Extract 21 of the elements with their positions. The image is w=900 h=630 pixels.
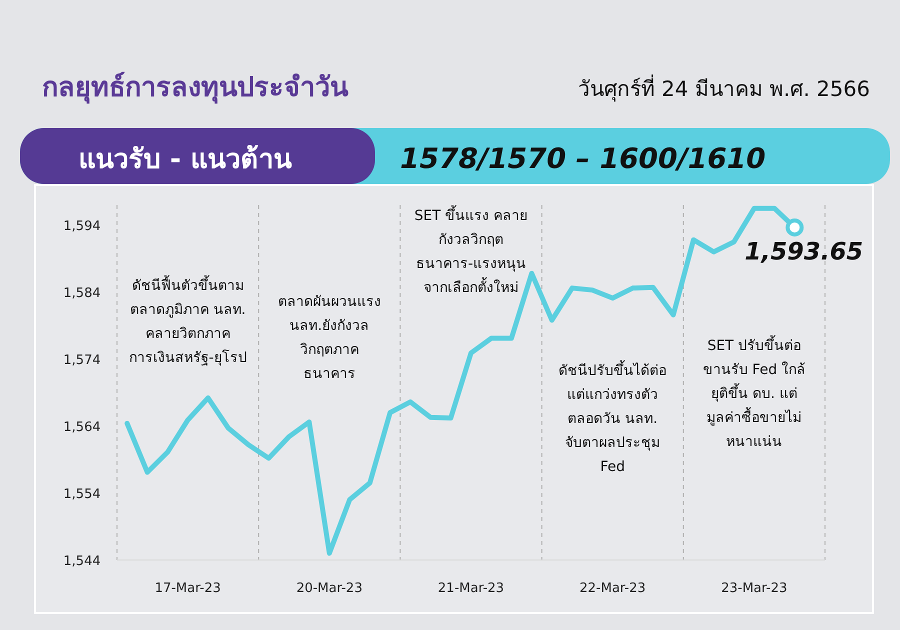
x-tick-label: 21-Mar-23 — [438, 581, 504, 596]
x-tick-label: 23-Mar-23 — [721, 581, 788, 596]
annotation: SET ปรับขึ้นต่อ ขานรับ Fed ใกล้ ยุติขึ้น ดบ. แต่ มูลค่าซื้อขายไม่ หนาแน่น — [702, 335, 806, 450]
text: แนวรับ - แนวต้าน — [78, 144, 292, 175]
text: 1578/1570 – 1600/1610 — [400, 142, 766, 175]
chart-subtitle: วันศุกร์ที่ 24 มีนาคม พ.ศ. 2566 — [578, 74, 870, 102]
y-tick-label: 1,564 — [63, 420, 101, 436]
annotation: ดัชนีปรับขึ้นได้ต่อ แต่แกว่งทรงตัว ตลอดวัน นลท. จับตาผลประชุม Fed — [558, 360, 667, 475]
x-tick-label: 22-Mar-23 — [580, 581, 646, 596]
chart-title: กลยุทธ์การลงทุนประจำวัน — [42, 71, 349, 104]
annotation: ตลาดผันผวนแรง นลท.ยังกังวล วิกฤตภาค ธนาคาร — [278, 294, 381, 382]
y-tick-label: 1,554 — [63, 487, 101, 502]
y-tick-label: 1,594 — [63, 219, 101, 234]
y-tick-label: 1,584 — [63, 286, 101, 302]
data-label: 1,593.65 — [744, 237, 864, 266]
y-tick-label: 1,574 — [63, 353, 101, 368]
x-tick-label: 17-Mar-23 — [154, 581, 221, 596]
y-tick-label: 1,544 — [63, 554, 101, 569]
annotation: ดัชนีฟื้นตัวขึ้นตาม ตลาดภูมิภาค นลท. คลายวิตกภาค การเงินสหรัฐ-ยุโรป — [128, 275, 247, 366]
x-tick-label: 20-Mar-23 — [296, 581, 362, 596]
annotation: SET ขึ้นแรง คลาย กังวลวิกฤต ธนาคาร-แรงหนุน จากเลือกตั้งใหม่ — [414, 205, 528, 296]
